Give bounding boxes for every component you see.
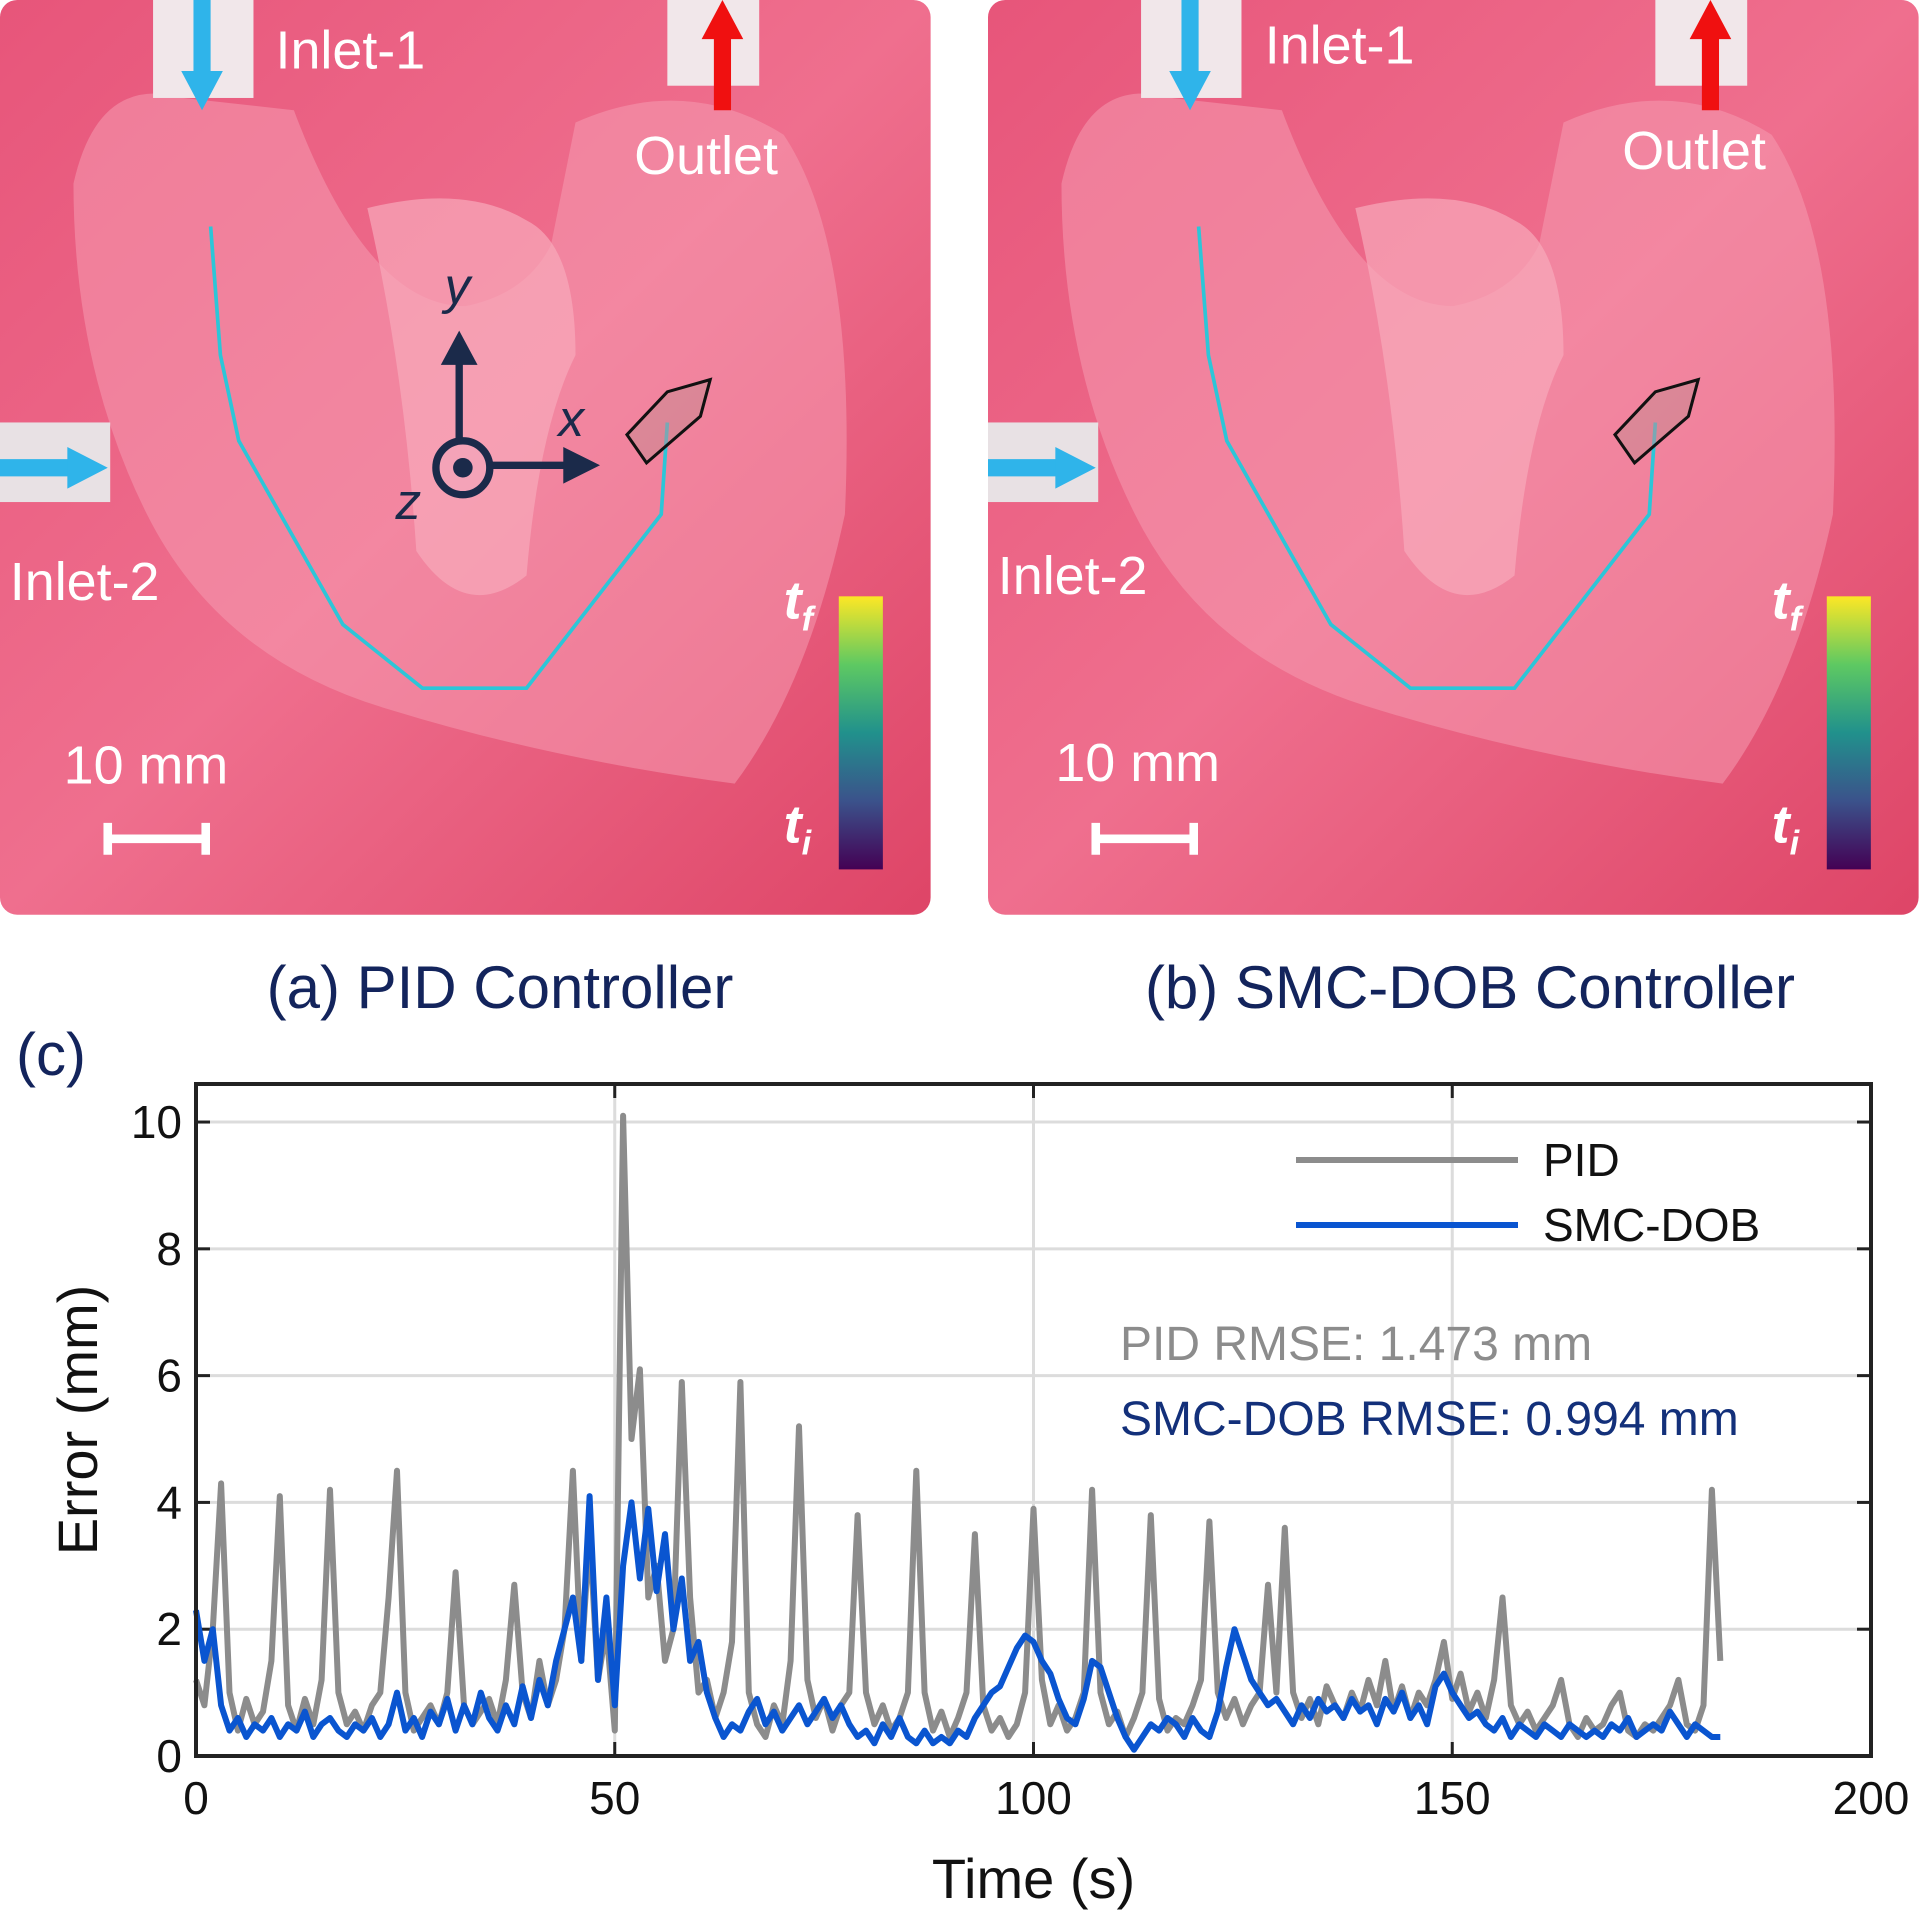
data-line [193,1112,1724,1740]
colorbar-label: ti [784,794,813,862]
annotation: SMC-DOB RMSE: 0.994 mm [1120,1393,1739,1446]
x-tick-label: 0 [183,1772,209,1824]
y-tick-label: 2 [156,1603,182,1655]
axis-label: z [395,472,422,530]
axis-label: y [441,257,473,315]
scale-label: 10 mm [64,736,229,796]
axes-frame [194,1082,1873,1758]
label-sub: i [802,825,813,863]
colorbar-label: tf [784,570,817,638]
label-sub: i [1790,825,1801,863]
x-axis-label: Time (s) [932,1847,1135,1910]
outlet-label: Outlet [634,126,778,186]
y-tick-label: 0 [156,1730,182,1782]
x-tick-label: 150 [1414,1772,1491,1824]
y-axis-label: Error (mm) [46,1285,109,1556]
label-base: t [784,570,804,630]
inlet-label: Inlet-1 [1265,16,1415,76]
inlet-label: Inlet-2 [10,552,160,612]
label-sub: f [802,601,817,639]
colorbar-label: ti [1772,794,1801,862]
y-tick-label: 8 [156,1223,182,1275]
colorbar-label: tf [1772,570,1805,638]
x-tick-label: 200 [1833,1772,1910,1824]
y-tick-label: 6 [156,1350,182,1402]
axis-label: x [555,389,586,447]
legend-label: SMC-DOB [1543,1199,1760,1251]
outlet-label: Outlet [1622,121,1766,181]
label-base: t [1772,794,1792,854]
label-base: t [784,794,804,854]
y-tick-label: 4 [156,1476,182,1528]
panel-caption: (a) PID Controller [267,954,734,1021]
legend-label: PID [1543,1134,1620,1186]
y-tick-label: 10 [131,1096,182,1148]
panel-a: y x z Inlet-1 Outlet Inlet-2 10 mm tf ti [0,0,931,915]
label-sub: f [1790,601,1805,639]
panel-label: (c) [16,1021,86,1088]
label-base: t [1772,570,1792,630]
x-tick-label: 50 [589,1772,640,1824]
panel-b: Inlet-1 Outlet Inlet-2 10 mm tf ti [988,0,1919,915]
inlet-label: Inlet-1 [276,21,426,81]
annotation: PID RMSE: 1.473 mm [1120,1318,1592,1371]
panel-caption: (b) SMC-DOB Controller [1145,954,1795,1021]
x-tick-label: 100 [995,1772,1072,1824]
scale-label: 10 mm [1055,733,1220,793]
inlet-label: Inlet-2 [998,546,1148,606]
data-line [193,1493,1721,1753]
